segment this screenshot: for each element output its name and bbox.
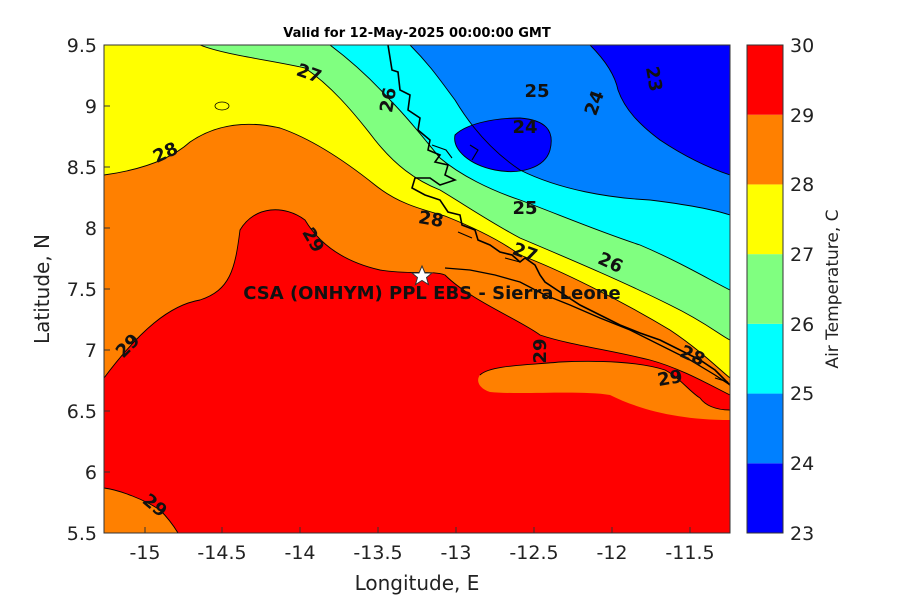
- contour-label: 25: [512, 198, 537, 219]
- y-tick-label: 9.5: [67, 35, 97, 57]
- x-tick-label: -14: [284, 542, 315, 564]
- y-tick-label: 6: [85, 462, 97, 484]
- band-23-24: [590, 45, 730, 175]
- contour-27: [104, 123, 730, 379]
- contour-25: [329, 45, 730, 291]
- contour-24: [409, 45, 730, 216]
- x-tick-label: -12.5: [509, 542, 558, 564]
- contour-label: 29: [656, 366, 684, 391]
- colorbar-tick-label: 26: [790, 314, 814, 336]
- contour-label: 24: [512, 117, 537, 138]
- contour-29: [104, 209, 730, 396]
- band-island: [214, 101, 230, 111]
- x-tick-label: -11.5: [665, 542, 714, 564]
- colorbar-swatch: [747, 114, 783, 185]
- x-tick-label: -12: [596, 542, 627, 564]
- site-label: CSA (ONHYM) PPL EBS - Sierra Leone: [243, 283, 620, 304]
- coastline-islands: [431, 144, 729, 383]
- x-tick-label: -13: [440, 542, 471, 564]
- colorbar-tick-label: 28: [790, 174, 814, 196]
- colorbar-swatch: [747, 323, 783, 394]
- x-tick-label: -15: [129, 542, 160, 564]
- contour-26: [199, 45, 730, 341]
- band-28-29-notch: [478, 361, 730, 420]
- y-tick-label: 8.5: [67, 157, 97, 179]
- contour-label: 26: [376, 86, 401, 114]
- colorbar-swatch: [747, 254, 783, 324]
- band-23-24-pocket: [454, 118, 552, 172]
- colorbar-swatches: [747, 45, 783, 533]
- site-star-icon: [410, 264, 434, 286]
- contour-23: [589, 45, 730, 176]
- contour-label: 23: [641, 65, 666, 93]
- colorbar-swatch: [747, 463, 783, 533]
- temperature-field: [104, 45, 730, 533]
- y-tick-label: 5.5: [67, 523, 97, 545]
- contour-24-loop: [454, 117, 552, 173]
- x-axis: -15 -14.5 -14 -13.5 -13 -12.5 -12 -11.5 …: [129, 527, 715, 595]
- band-29-30: [104, 209, 730, 533]
- y-tick-label: 9: [85, 96, 97, 118]
- contour-label: 28: [417, 207, 445, 232]
- x-axis-label: Longitude, E: [355, 571, 480, 595]
- coastline-inner: [444, 267, 730, 386]
- colorbar-swatch: [747, 45, 783, 115]
- coastline: [387, 45, 730, 386]
- x-tick-label: -13.5: [353, 542, 402, 564]
- y-tick-label: 7: [85, 340, 97, 362]
- contour-label: 29: [530, 338, 551, 363]
- y-tick-label: 7.5: [67, 279, 97, 301]
- colorbar-frame: [746, 44, 784, 534]
- colorbar-label: Air Temperature, C: [823, 209, 843, 368]
- band-28-29-sw: [104, 488, 178, 533]
- colorbar-swatch: [747, 393, 783, 464]
- colorbar: 23 24 25 26 27 28 29 30 Air Temperature,…: [746, 35, 843, 545]
- contour-label: 25: [524, 81, 549, 102]
- contour-lines: [104, 45, 730, 533]
- colorbar-tick-label: 29: [790, 105, 814, 127]
- map-title: Valid for 12-May-2025 00:00:00 GMT: [283, 26, 551, 41]
- y-tick-label: 8: [85, 218, 97, 240]
- colorbar-tick-label: 24: [790, 453, 814, 475]
- colorbar-tick-label: 30: [790, 35, 814, 57]
- colorbar-swatch: [747, 184, 783, 255]
- x-tick-label: -14.5: [197, 542, 246, 564]
- contour-29-b: [479, 360, 730, 411]
- y-axis-label: Latitude, N: [30, 234, 54, 344]
- y-tick-label: 6.5: [67, 401, 97, 423]
- colorbar-tick-label: 27: [790, 244, 814, 266]
- contour-29-sw: [104, 487, 179, 533]
- colorbar-tick-label: 23: [790, 523, 814, 545]
- y-axis: 5.5 6 6.5 7 7.5 8 8.5 9 9.5 Latitude, N: [30, 35, 110, 545]
- colorbar-tick-label: 25: [790, 383, 814, 405]
